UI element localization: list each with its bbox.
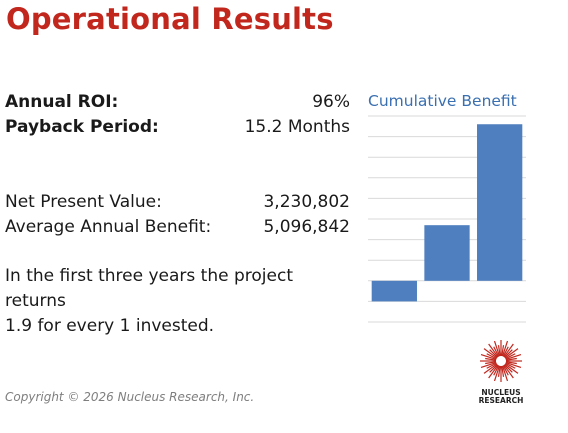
logo-ray [503, 364, 514, 379]
logo-ray [505, 353, 516, 360]
logo-ray [483, 348, 498, 359]
logo-ray [485, 357, 497, 361]
logo-ray [505, 361, 522, 369]
bar-2 [424, 225, 470, 281]
logo-ray [502, 365, 509, 376]
logo-ray [501, 365, 505, 377]
logo-ray [504, 363, 519, 374]
metric-value: 3,230,802 [263, 192, 350, 212]
logo-ray [488, 364, 499, 379]
logo-ray [501, 345, 505, 357]
logo-ray [488, 343, 499, 358]
page-title: Operational Results [6, 2, 334, 36]
logo-text-line1: NUCLEUS [481, 388, 521, 397]
metric-value: 5,096,842 [263, 217, 350, 237]
logo-ray [493, 346, 500, 357]
bar-3 [477, 124, 523, 281]
starburst-icon [480, 340, 522, 382]
logo-ray [493, 340, 501, 357]
summary-line: 1.9 for every 1 invested. [5, 316, 215, 336]
metric-value: 96% [312, 92, 350, 112]
logo-ray [497, 345, 501, 357]
logo-ray [483, 363, 498, 374]
summary-text: In the first three years the project ret… [5, 264, 355, 339]
logo-ray [497, 365, 501, 377]
summary-line: In the first three years the project ret… [5, 266, 293, 311]
logo-ray [505, 353, 522, 361]
logo-text-line2: RESEARCH [478, 396, 524, 405]
metric-label: Average Annual Benefit: [5, 217, 212, 237]
logo-ray [501, 365, 509, 382]
metric-net-present-value: Net Present Value: 3,230,802 [5, 190, 350, 214]
logo-ray [505, 361, 517, 365]
logo-ray [504, 364, 513, 373]
nucleus-research-logo: NUCLEUS RESEARCH [473, 338, 529, 405]
logo-ray [480, 361, 497, 369]
metric-payback-period: Payback Period: 15.2 Months [5, 115, 350, 139]
logo-ray [493, 365, 500, 376]
logo-ray [489, 364, 498, 373]
logo-ray [493, 365, 501, 382]
metric-label: Payback Period: [5, 117, 159, 137]
logo-ray [489, 349, 498, 358]
logo-ray [486, 353, 497, 360]
metric-label: Net Present Value: [5, 192, 162, 212]
chart-title: Cumulative Benefit [368, 92, 517, 110]
bar-1 [371, 280, 417, 302]
metric-value: 15.2 Months [244, 117, 350, 137]
copyright-text: Copyright © 2026 Nucleus Research, Inc. [5, 390, 255, 404]
logo-ray [503, 343, 514, 358]
logo-ray [504, 348, 519, 359]
metric-annual-roi: Annual ROI: 96% [5, 90, 350, 114]
logo-ray [486, 362, 497, 369]
logo-ray [501, 340, 509, 357]
logo-ray [505, 357, 517, 361]
logo-ray [505, 362, 516, 369]
logo-ray [480, 353, 497, 361]
logo-ray [502, 346, 509, 357]
logo-ray [504, 349, 513, 358]
cumulative-benefit-chart [368, 115, 526, 323]
metric-label: Annual ROI: [5, 92, 119, 112]
logo-ray [485, 361, 497, 365]
metric-average-annual-benefit: Average Annual Benefit: 5,096,842 [5, 215, 350, 239]
